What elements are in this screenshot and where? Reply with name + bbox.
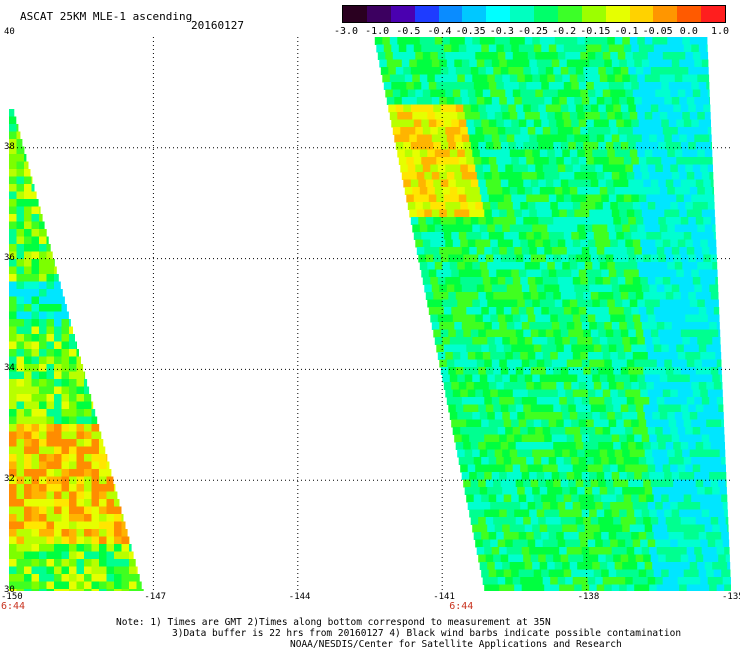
product-title: ASCAT 25KM MLE-1 ascending xyxy=(20,10,193,23)
longitude-label: -141 xyxy=(433,592,455,602)
colorbar-cell xyxy=(438,6,463,22)
longitude-label: -138 xyxy=(577,592,600,602)
colorbar-cell xyxy=(390,6,415,22)
colorbar-tick-label: -0.35 xyxy=(455,26,486,37)
colorbar-cell xyxy=(462,6,487,22)
colorbar-tick-label: -0.25 xyxy=(517,26,549,37)
colorbar-cell xyxy=(701,6,725,22)
colorbar-tick-label: 0.0 xyxy=(679,26,698,37)
colorbar-tick-label: -0.15 xyxy=(580,26,611,37)
latitude-label: 36 xyxy=(4,252,15,263)
colorbar-tick-label: -0.3 xyxy=(489,26,514,37)
colorbar-tick-label: -0.05 xyxy=(642,26,673,37)
product-date: 20160127 xyxy=(191,19,244,32)
note-line-3: NOAA/NESDIS/Center for Satellite Applica… xyxy=(290,639,622,650)
longitude-label: -150 xyxy=(1,592,23,602)
latitude-label: 40 xyxy=(4,27,15,37)
colorbar xyxy=(342,5,726,23)
colorbar-cell xyxy=(343,6,367,22)
colorbar-cell xyxy=(414,6,439,22)
longitude-label: -147 xyxy=(144,592,167,602)
colorbar-tick-label: -0.5 xyxy=(396,26,421,37)
swath-time-label: 6:44 xyxy=(449,601,474,612)
map-plot-area xyxy=(8,36,732,597)
latitude-label: 32 xyxy=(4,474,15,485)
colorbar-cell xyxy=(653,6,678,22)
note-line-1: Note: 1) Times are GMT 2)Times along bot… xyxy=(116,617,551,628)
latitude-label: 30 xyxy=(4,585,15,595)
longitude-label: -135 xyxy=(722,592,740,602)
longitude-label: -144 xyxy=(288,592,311,602)
latitude-label: 34 xyxy=(4,363,15,374)
colorbar-cell xyxy=(486,6,511,22)
map-svg xyxy=(9,37,732,597)
colorbar-tick-label: -1.0 xyxy=(365,26,390,37)
western-swath xyxy=(9,109,144,597)
colorbar-tick-label: -0.2 xyxy=(552,26,577,37)
eastern-swath xyxy=(374,37,732,593)
note-line-2: 3)Data buffer is 22 hrs from 20160127 4)… xyxy=(172,628,682,639)
colorbar-cell xyxy=(557,6,582,22)
colorbar-tick-label: 1.0 xyxy=(710,26,730,37)
colorbar-cell xyxy=(510,6,534,22)
colorbar-cell xyxy=(629,6,654,22)
latitude-label: 38 xyxy=(4,141,15,152)
colorbar-cell xyxy=(677,6,702,22)
colorbar-cell xyxy=(366,6,391,22)
colorbar-cell xyxy=(581,6,606,22)
colorbar-cell xyxy=(534,6,558,22)
colorbar-tick-label: -0.1 xyxy=(614,26,639,37)
colorbar-tick-label: -0.4 xyxy=(427,26,452,37)
colorbar-cell xyxy=(605,6,630,22)
graticule xyxy=(9,37,731,591)
colorbar-tick-label: -3.0 xyxy=(333,26,359,37)
swath-time-label: 6:44 xyxy=(1,601,26,612)
